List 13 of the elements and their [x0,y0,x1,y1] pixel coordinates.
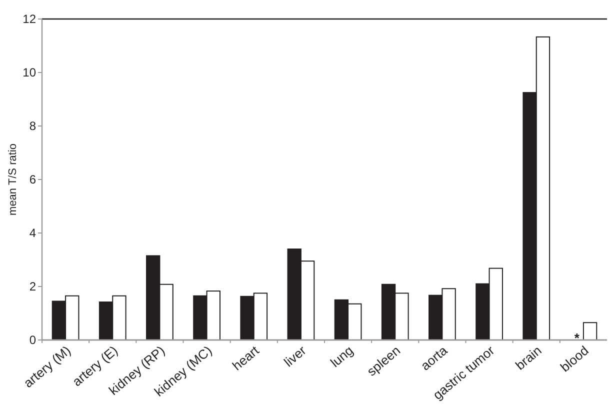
bar [582,322,598,340]
y-tick-label: 4 [29,226,36,240]
y-tick-label: 10 [22,66,36,80]
y-tick-label: 8 [29,119,36,134]
y-axis-title: mean T/S ratio [7,144,19,216]
x-tick-label: lung [328,342,356,370]
annotation: * [574,330,580,346]
y-tick-label: 6 [29,172,36,187]
x-tick-label: liver [280,342,310,370]
x-tick-label: aorta [418,342,451,374]
y-tick-label: 2 [29,280,36,294]
y-tick-label: 0 [29,333,36,348]
y-tick-label: 12 [22,12,36,26]
